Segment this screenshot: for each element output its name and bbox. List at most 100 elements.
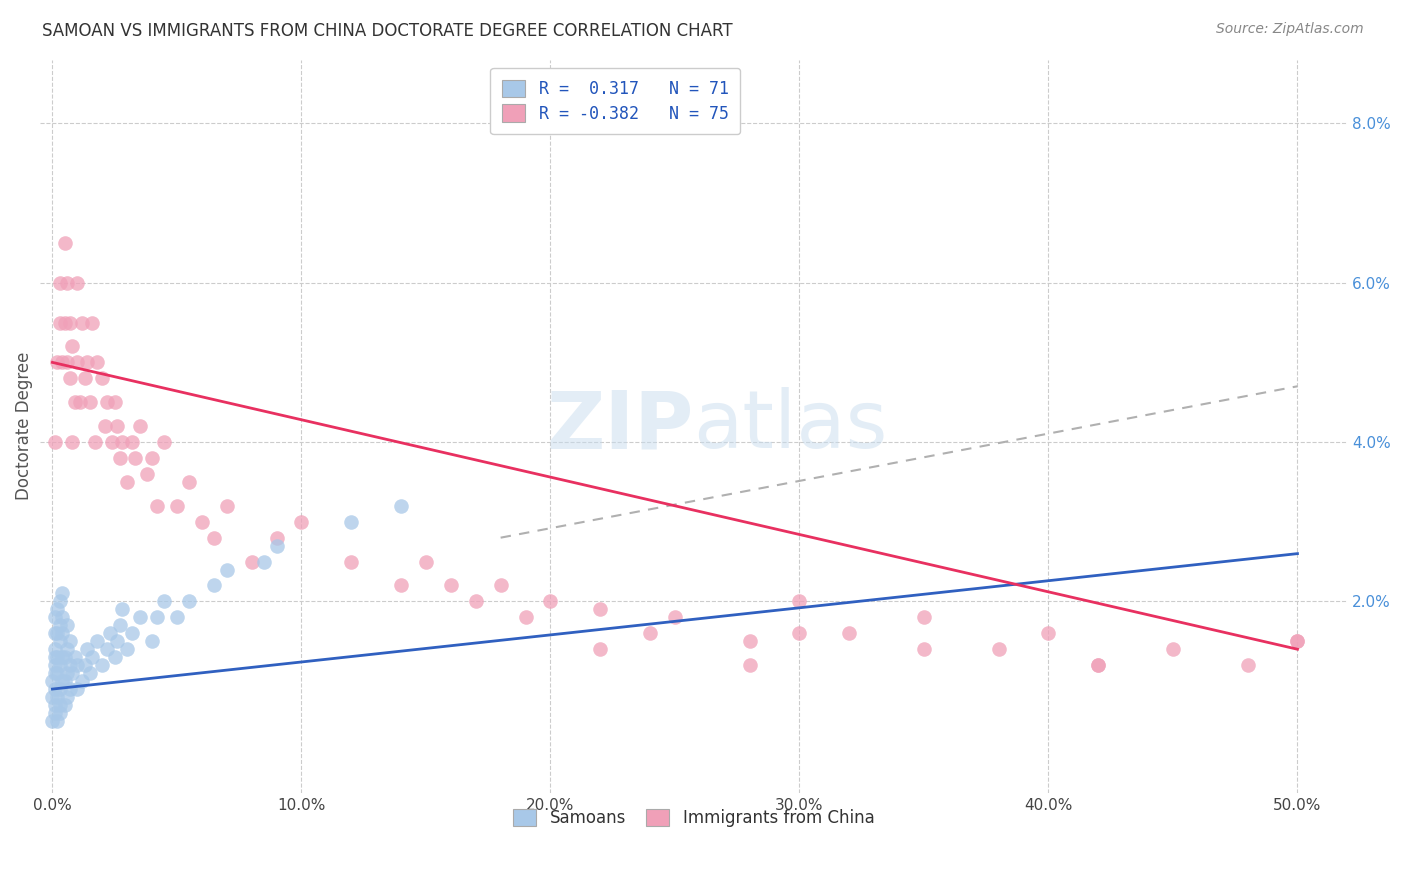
Point [141, 634, 163, 648]
Point [46, 666, 69, 681]
Point [46, 690, 69, 704]
Point [53, 698, 76, 712]
Point [44, 650, 66, 665]
Point [63, 395, 86, 409]
Point [56, 355, 79, 369]
Point [44, 706, 66, 720]
Point [136, 467, 159, 481]
Point [56, 666, 79, 681]
Point [53, 316, 76, 330]
Point [1087, 658, 1109, 673]
Point [141, 450, 163, 465]
Point [56, 690, 79, 704]
Point [215, 499, 238, 513]
Point [46, 650, 69, 665]
Point [51, 610, 73, 624]
Point [59, 682, 82, 697]
Point [59, 634, 82, 648]
Point [76, 642, 98, 657]
Point [121, 435, 143, 450]
Point [66, 658, 89, 673]
Point [105, 419, 128, 434]
Point [86, 634, 108, 648]
Point [108, 450, 131, 465]
Point [179, 475, 201, 489]
Point [738, 658, 761, 673]
Point [153, 594, 176, 608]
Point [179, 594, 201, 608]
Point [266, 531, 288, 545]
Point [82, 650, 104, 665]
Point [49, 276, 72, 290]
Point [53, 235, 76, 250]
Point [56, 276, 79, 290]
Point [44, 610, 66, 624]
Point [56, 642, 79, 657]
Point [49, 618, 72, 632]
Point [51, 650, 73, 665]
Point [41, 674, 63, 689]
Point [340, 555, 363, 569]
Point [72, 316, 94, 330]
Point [86, 355, 108, 369]
Point [290, 515, 312, 529]
Point [53, 650, 76, 665]
Point [96, 642, 118, 657]
Point [41, 690, 63, 704]
Point [389, 578, 412, 592]
Point [1038, 626, 1060, 640]
Point [76, 355, 98, 369]
Point [912, 610, 935, 624]
Point [49, 682, 72, 697]
Point [73, 658, 96, 673]
Point [44, 682, 66, 697]
Point [46, 355, 69, 369]
Point [128, 610, 150, 624]
Point [266, 539, 288, 553]
Point [51, 626, 73, 640]
Point [59, 371, 82, 385]
Point [104, 395, 127, 409]
Point [79, 666, 101, 681]
Point [838, 626, 860, 640]
Point [166, 610, 188, 624]
Point [1286, 634, 1309, 648]
Point [46, 714, 69, 728]
Point [69, 395, 91, 409]
Point [202, 531, 225, 545]
Point [538, 594, 561, 608]
Point [73, 371, 96, 385]
Point [789, 626, 811, 640]
Point [389, 499, 412, 513]
Legend: Samoans, Immigrants from China: Samoans, Immigrants from China [505, 801, 883, 836]
Point [49, 698, 72, 712]
Point [146, 499, 169, 513]
Point [664, 610, 686, 624]
Point [146, 610, 169, 624]
Text: Source: ZipAtlas.com: Source: ZipAtlas.com [1216, 22, 1364, 37]
Text: SAMOAN VS IMMIGRANTS FROM CHINA DOCTORATE DEGREE CORRELATION CHART: SAMOAN VS IMMIGRANTS FROM CHINA DOCTORAT… [42, 22, 733, 40]
Point [49, 594, 72, 608]
Point [60, 339, 83, 353]
Point [63, 650, 86, 665]
Point [44, 435, 66, 450]
Point [46, 602, 69, 616]
Text: atlas: atlas [693, 387, 889, 465]
Point [153, 435, 176, 450]
Point [101, 435, 124, 450]
Point [60, 666, 83, 681]
Point [124, 450, 146, 465]
Point [115, 475, 138, 489]
Point [121, 626, 143, 640]
Point [60, 435, 83, 450]
Point [987, 642, 1010, 657]
Point [49, 658, 72, 673]
Point [72, 674, 94, 689]
Point [589, 602, 612, 616]
Point [191, 515, 214, 529]
Point [51, 355, 73, 369]
Point [49, 706, 72, 720]
Point [340, 515, 363, 529]
Point [49, 316, 72, 330]
Point [1087, 658, 1109, 673]
